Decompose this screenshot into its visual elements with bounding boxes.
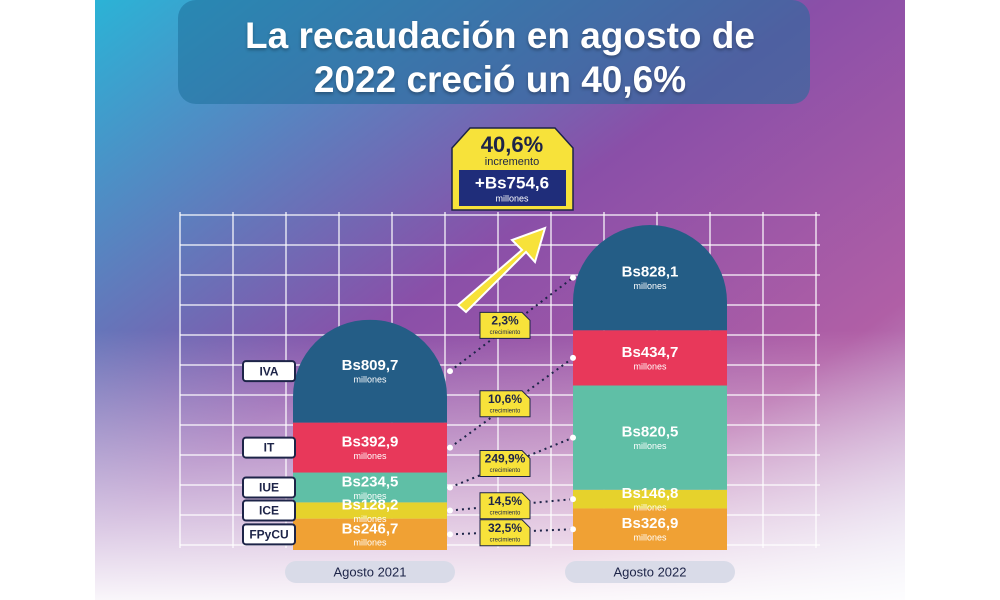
bar-segment bbox=[293, 518, 447, 550]
value-unit: millones bbox=[633, 281, 667, 291]
value-unit: millones bbox=[353, 451, 387, 461]
growth-badge bbox=[479, 390, 531, 418]
connector-dot bbox=[570, 434, 576, 441]
highlight-amount-caption: millones bbox=[495, 193, 529, 203]
x-tick-label: Agosto 2021 bbox=[333, 564, 406, 579]
title-panel bbox=[178, 0, 810, 104]
bar-segment bbox=[293, 502, 447, 519]
highlight-inner bbox=[459, 170, 566, 206]
category-box bbox=[242, 523, 296, 546]
growth-caption: crecimiento bbox=[490, 468, 521, 474]
connector bbox=[449, 276, 574, 372]
connector-dot bbox=[570, 526, 576, 533]
value-label: Bs820,5 bbox=[622, 424, 679, 441]
arrow bbox=[456, 226, 547, 314]
value-label: Bs146,8 bbox=[622, 485, 679, 502]
bar-segment bbox=[573, 330, 727, 386]
value-unit: millones bbox=[353, 491, 387, 501]
bar-segment bbox=[573, 385, 727, 490]
x-label-pill bbox=[565, 561, 735, 583]
category-box bbox=[242, 360, 296, 383]
growth-badge bbox=[479, 492, 531, 520]
growth-label: 14,5% bbox=[488, 494, 522, 508]
highlight-percent: 40,6% bbox=[481, 132, 543, 157]
connector bbox=[449, 357, 574, 449]
growth-badge bbox=[479, 519, 531, 547]
bar-segment bbox=[293, 472, 447, 503]
bar-segment bbox=[573, 489, 727, 509]
category-label: IUE bbox=[259, 481, 279, 495]
value-unit: millones bbox=[633, 361, 667, 371]
growth-caption: crecimiento bbox=[490, 537, 521, 543]
bar-segment bbox=[293, 422, 447, 473]
growth-caption: crecimiento bbox=[490, 330, 521, 336]
title: La recaudación en agosto de 2022 creció … bbox=[245, 15, 755, 100]
value-label: Bs326,9 bbox=[622, 515, 679, 532]
connector-dot bbox=[447, 531, 453, 538]
growth-label: 2,3% bbox=[491, 314, 519, 328]
growth-label: 32,5% bbox=[488, 521, 522, 535]
connector-dot bbox=[447, 507, 453, 514]
value-label: Bs246,7 bbox=[342, 520, 399, 537]
value-unit: millones bbox=[633, 502, 667, 512]
category-box bbox=[242, 476, 296, 499]
x-tick-label: Agosto 2022 bbox=[613, 564, 686, 579]
connector-dot bbox=[447, 444, 453, 451]
connector-dot bbox=[447, 484, 453, 491]
growth-badge bbox=[479, 450, 531, 478]
value-label: Bs828,1 bbox=[622, 264, 679, 281]
connector-dot bbox=[570, 354, 576, 361]
category-label: ICE bbox=[259, 504, 279, 518]
value-unit: millones bbox=[353, 538, 387, 548]
connector-dot bbox=[570, 274, 576, 281]
growth-caption: crecimiento bbox=[490, 510, 521, 516]
category-box bbox=[242, 436, 296, 459]
category-box bbox=[242, 499, 296, 522]
value-unit: millones bbox=[353, 375, 387, 385]
category-label: FPyCU bbox=[249, 527, 288, 541]
value-label: Bs128,2 bbox=[342, 496, 399, 513]
connector-dot bbox=[570, 496, 576, 503]
value-label: Bs434,7 bbox=[622, 344, 679, 361]
value-label: Bs392,9 bbox=[342, 434, 399, 451]
bar-segment bbox=[573, 508, 727, 550]
category-label: IT bbox=[264, 441, 275, 455]
value-unit: millones bbox=[633, 533, 667, 543]
growth-label: 249,9% bbox=[485, 452, 526, 466]
highlight-amount: +Bs754,6 bbox=[475, 173, 549, 192]
growth-caption: crecimiento bbox=[490, 408, 521, 414]
value-unit: millones bbox=[353, 514, 387, 524]
bar-stack bbox=[293, 319, 447, 550]
value-unit: millones bbox=[633, 441, 667, 451]
connector-dot bbox=[447, 368, 453, 375]
growth-label: 10,6% bbox=[488, 392, 522, 406]
x-label-pill bbox=[285, 561, 455, 583]
growth-badge bbox=[479, 311, 531, 339]
value-label: Bs809,7 bbox=[342, 357, 399, 374]
highlight-caption: incremento bbox=[485, 156, 539, 168]
category-label: IVA bbox=[259, 364, 278, 378]
value-label: Bs234,5 bbox=[342, 473, 399, 490]
